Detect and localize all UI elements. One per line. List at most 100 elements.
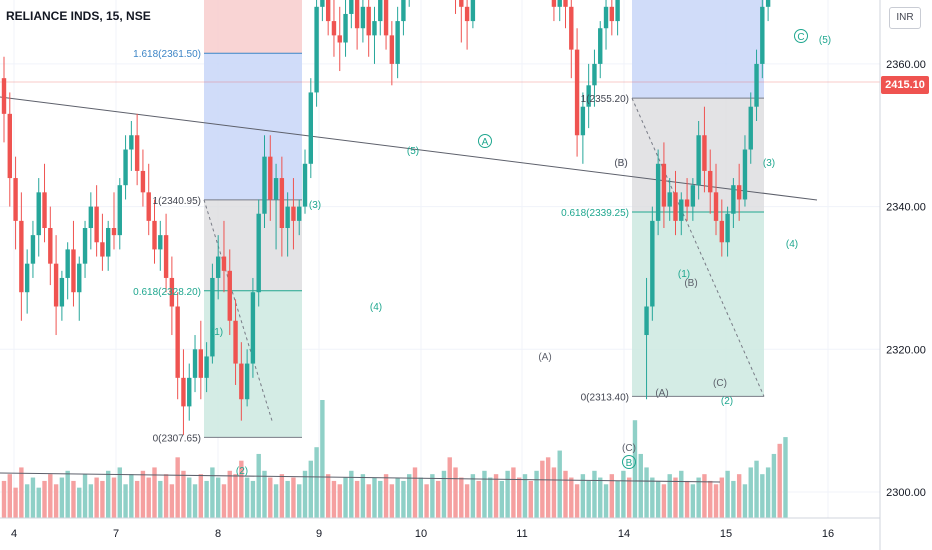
last-price-tag: 2415.10 [881,76,929,94]
volume-bar [215,477,221,518]
candle-body [331,21,337,36]
candle-body [308,92,314,164]
candle-body [53,263,59,307]
volume-bar [516,477,522,518]
volume-bar [175,457,180,518]
volume-bar [343,477,348,518]
candle-body [285,206,290,229]
fib-label: 0.618(2339.25) [561,208,629,219]
wave-label: C [797,32,804,43]
candle-body [366,6,371,36]
volume-bar [389,484,395,518]
volume-bar [592,470,597,518]
volume-bar [412,467,418,518]
candle-body [233,320,238,364]
price-tick-label: 2300.00 [886,487,926,499]
volume-bar [470,474,476,518]
candle-body [395,21,400,64]
volume-bar [679,470,684,518]
volume-bar [626,477,632,518]
volume-bar [285,480,290,518]
wave-circle [622,455,636,469]
candle-body [59,277,65,307]
volume-bar [42,480,47,518]
candle-body [551,0,557,7]
wave-label: (B) [684,278,697,289]
candle-body [239,363,244,400]
volume-bar [528,480,533,518]
candle-body [169,277,175,307]
volume-bar [742,484,748,518]
candle-body [742,149,748,200]
volume-bar [661,484,667,518]
candle-body [615,0,620,22]
wave-label: (A) [655,388,668,399]
volume-bar [511,467,516,518]
volume-bars [1,400,788,518]
candle-body [100,242,105,257]
candle-body [13,178,18,221]
volume-bar [256,453,261,518]
volume-bar [673,477,678,518]
time-tick-label: 16 [822,528,834,540]
volume-bar [569,477,574,518]
candle-body [690,185,696,207]
volume-bar [123,484,128,518]
volume-bar [354,480,360,518]
volume-bar [239,460,244,518]
fib-label: 0(2307.65) [153,433,201,444]
candle-body [736,185,742,200]
time-axis[interactable]: 4 7 8 9 10 11 14 15 16 [0,517,880,540]
wave-label: (1) [211,327,223,338]
volume-bar [464,484,470,518]
volume-bar [244,477,250,518]
wave-label: (3) [763,158,775,169]
volume-bar [7,474,12,518]
volume-bar [754,460,759,518]
wave-label: (2) [721,396,733,407]
volume-bar [71,480,76,518]
volume-bar [383,474,389,518]
volume-bar [30,477,36,518]
fib-trend-line [203,199,273,421]
volume-bar [690,484,696,518]
volume-bar [187,477,192,518]
currency-button[interactable]: INR [889,7,921,29]
time-tick-label: 10 [415,528,427,540]
candle-body [30,235,36,264]
price-axis[interactable]: 2300.002320.002340.002360.002380.002400.… [879,0,926,550]
volume-bar [650,477,655,518]
volume-bar [441,470,447,518]
volume-bar [158,480,163,518]
candle-body [105,228,111,257]
wave-label: (A) [538,352,551,363]
candle-body [273,178,279,200]
volume-bar [88,484,94,518]
volume-bar [580,474,586,518]
volume-bar [198,474,204,518]
candle-body [337,35,342,43]
volume-bar [140,470,146,518]
volume-bar [279,474,285,518]
price-tick-label: 2360.00 [886,59,926,71]
volume-bar [129,474,134,518]
candle-body [134,135,140,171]
fib-label: 1.618(2361.50) [133,49,201,60]
volume-bar [563,470,568,518]
wave-label: (C) [713,378,727,389]
volume-bar [53,484,59,518]
volume-bar [325,474,331,518]
candle-body [679,199,684,221]
candle-body [667,192,672,207]
volume-bar [777,443,782,518]
volume-bar [783,437,788,518]
volume-bar [719,477,725,518]
time-tick-label: 14 [618,528,630,540]
fib-label: 1(2340.95) [153,196,201,207]
volume-bar [308,460,314,518]
fib-zone-blue [204,53,302,200]
candle-body [401,0,406,22]
volume-bar [19,467,24,518]
resistance-trendline [0,96,818,201]
